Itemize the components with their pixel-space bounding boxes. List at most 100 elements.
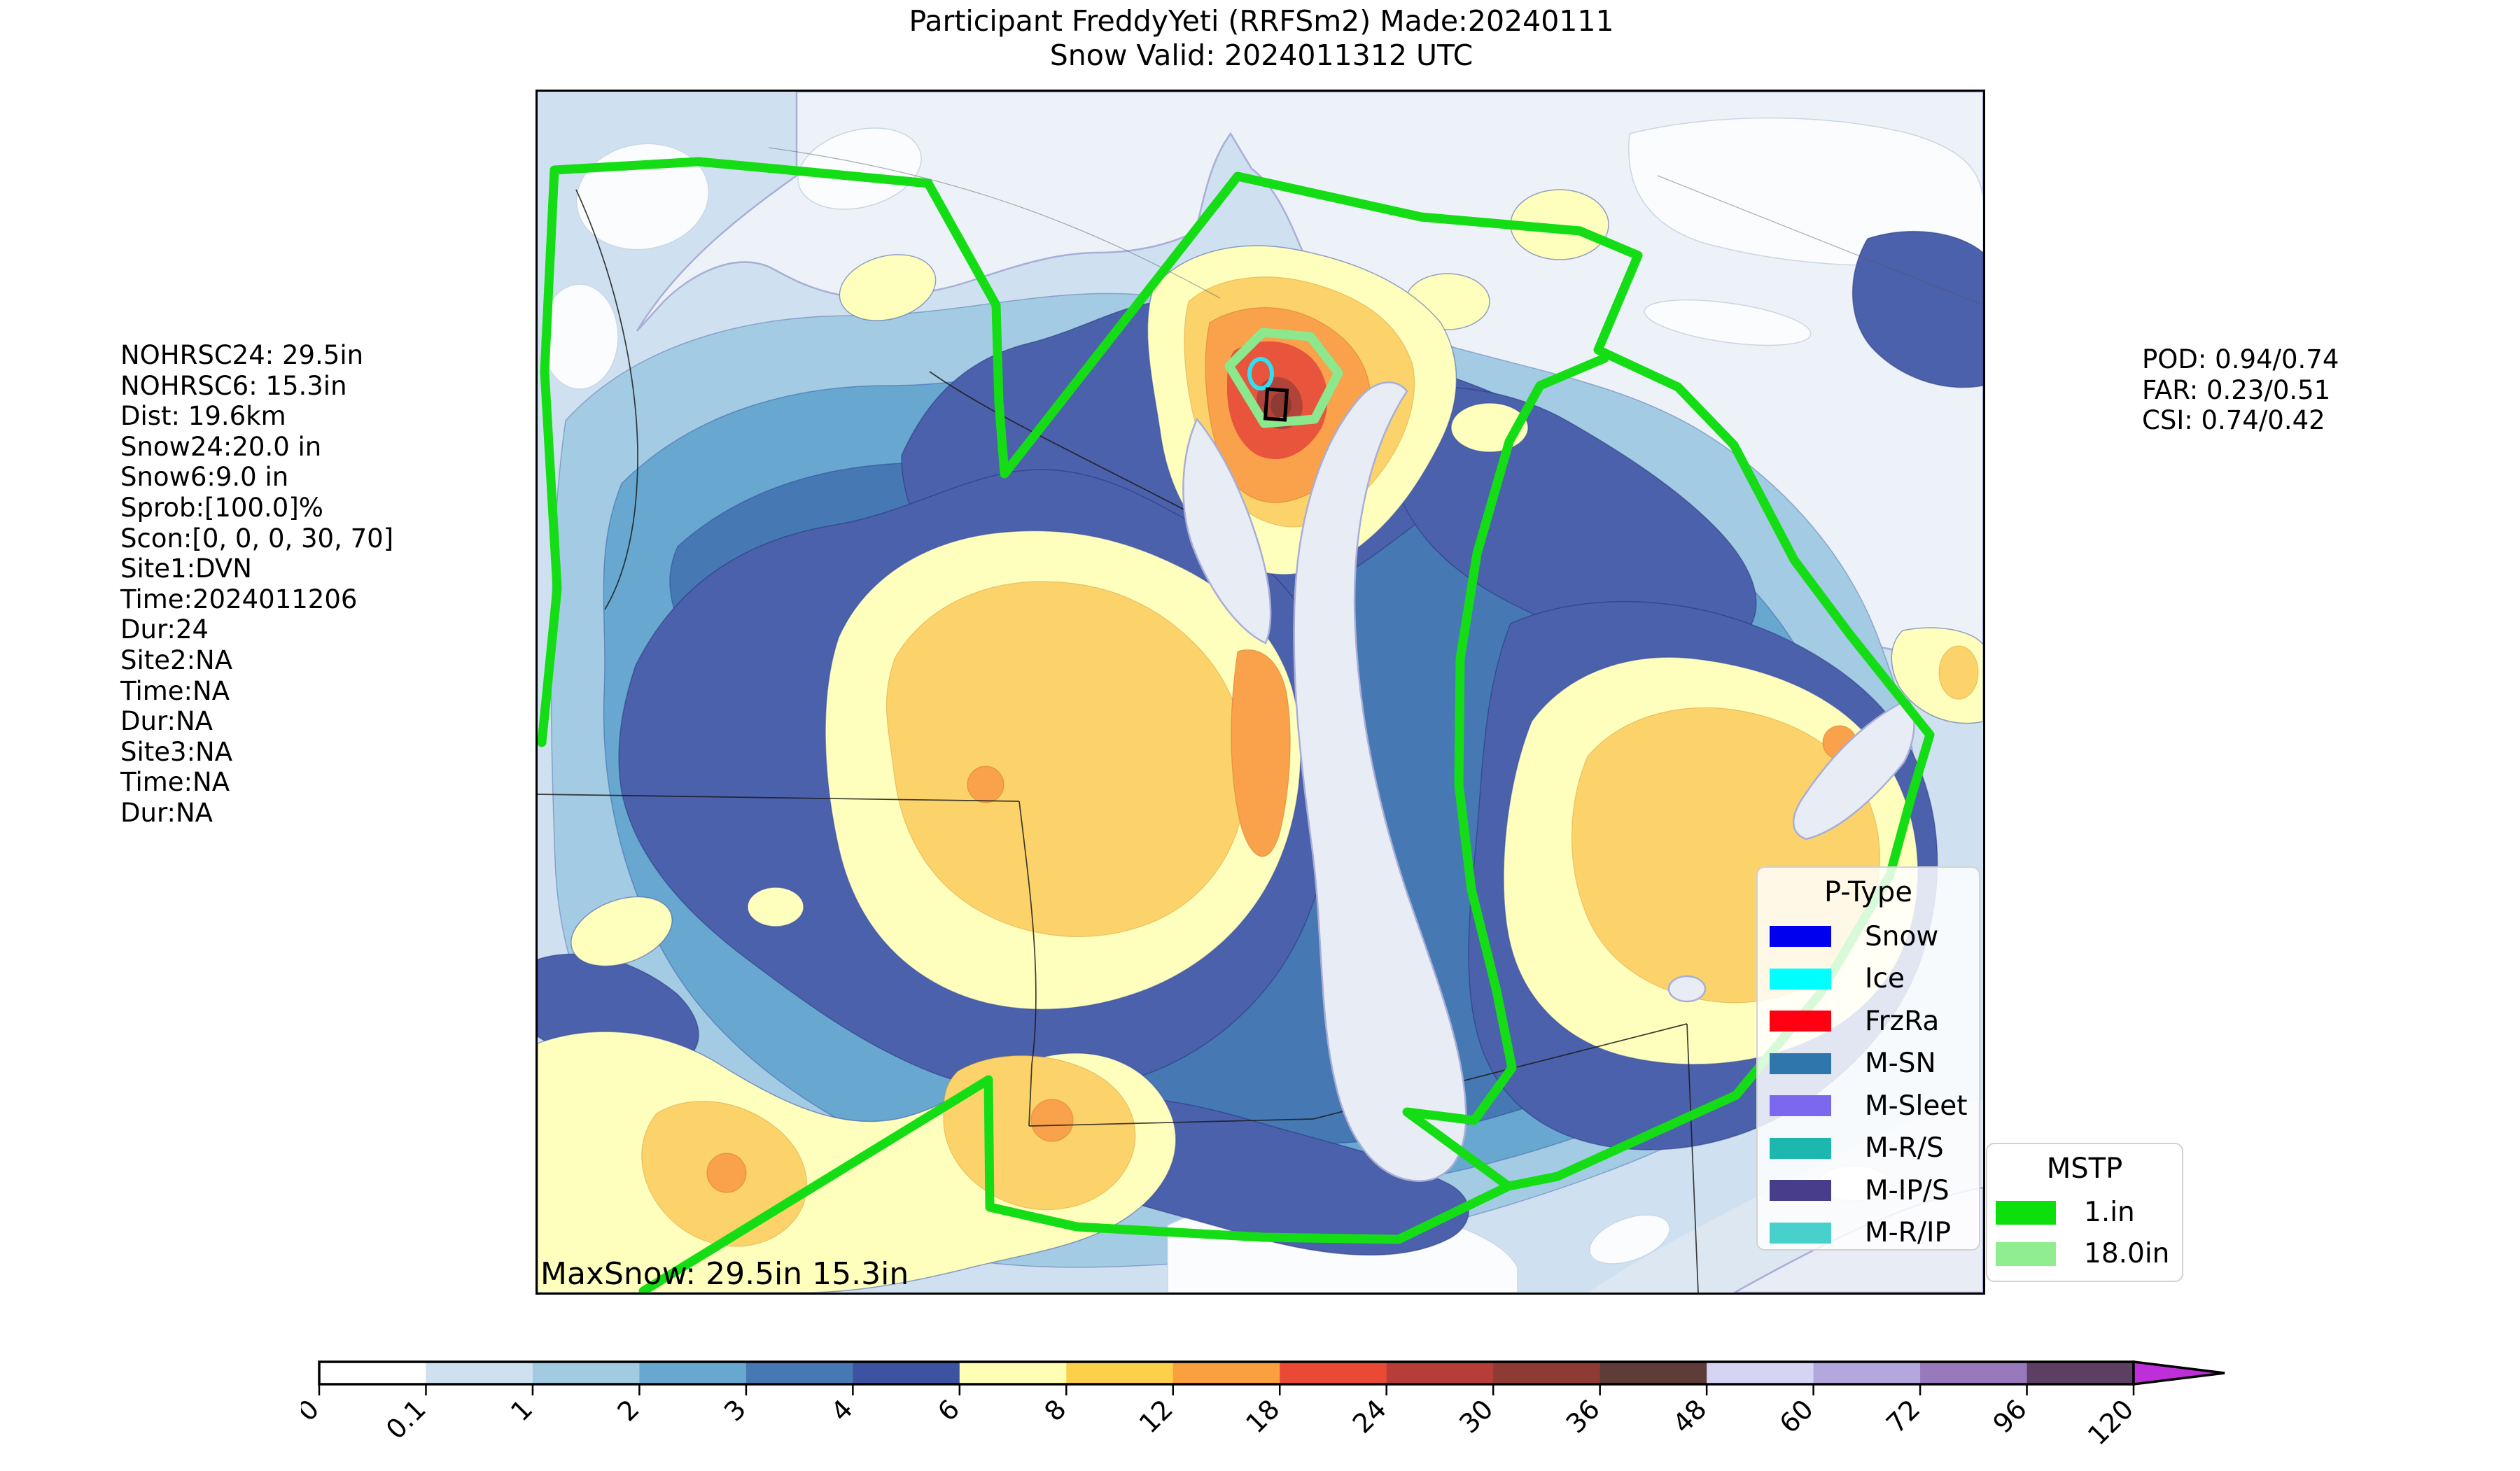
colorbar-tick-label-2: 1 bbox=[505, 1393, 538, 1427]
site-square-marker bbox=[1263, 387, 1289, 422]
ptype-swatch-0 bbox=[1770, 926, 1831, 948]
colorbar-segment-7 bbox=[1066, 1362, 1174, 1384]
colorbar-segment-0 bbox=[319, 1362, 427, 1384]
ptype-swatch-6 bbox=[1770, 1180, 1831, 1202]
colorbar-tick-label-16: 96 bbox=[1987, 1393, 2033, 1439]
ptype-label-1: Ice bbox=[1865, 963, 1905, 995]
stat-line-4: Snow6:9.0 in bbox=[120, 462, 289, 493]
ptype-row-4: M-Sleet bbox=[1758, 1085, 1979, 1127]
snow12in-wisconsin-sliver bbox=[1231, 649, 1291, 857]
snow6in-spot-up bbox=[839, 254, 937, 321]
stat-line-10: Site2:NA bbox=[120, 645, 233, 675]
colorbar-segment-4 bbox=[746, 1362, 854, 1384]
colorbar-segment-13 bbox=[1707, 1362, 1814, 1384]
ptype-row-0: Snow bbox=[1758, 915, 1979, 958]
colorbar-tick-label-4: 3 bbox=[718, 1393, 752, 1427]
snowfall-colorbar: 0 0.1 1 2 3 4 6 8 12 18 24 30 36 48 60 72 96 120 bbox=[291, 1356, 2261, 1468]
mstp-18in-contour bbox=[1224, 328, 1343, 428]
colorbar-segment-3 bbox=[639, 1362, 747, 1384]
colorbar-segment-1 bbox=[426, 1362, 533, 1384]
stat-line-8: Time:2024011206 bbox=[120, 584, 358, 614]
ptype-swatch-1 bbox=[1770, 968, 1831, 990]
colorbar-tick-label-8: 12 bbox=[1133, 1393, 1179, 1439]
ptype-label-2: FrzRa bbox=[1865, 1005, 1940, 1037]
ptype-label-5: M-R/S bbox=[1865, 1132, 1944, 1164]
mstp-legend: MSTP 1.in 18.0in bbox=[1986, 1143, 2183, 1282]
mstp-swatch-0 bbox=[1996, 1200, 2056, 1225]
colorbar-tick-label-7: 8 bbox=[1038, 1393, 1072, 1427]
border-canada-huron bbox=[1657, 175, 1983, 306]
ptype-swatch-7 bbox=[1770, 1222, 1831, 1244]
colorbar-tick-label-3: 2 bbox=[612, 1393, 645, 1427]
score-line-2: CSI: 0.74/0.42 bbox=[2142, 405, 2325, 435]
ptype-swatch-5 bbox=[1770, 1137, 1831, 1159]
stat-line-7: Site1:DVN bbox=[120, 554, 252, 584]
stat-line-3: Snow24:20.0 in bbox=[120, 431, 322, 462]
snow12in-spot bbox=[1030, 1099, 1074, 1142]
colorbar-tick-label-12: 36 bbox=[1560, 1393, 1606, 1439]
colorbar-tick-label-14: 60 bbox=[1774, 1393, 1819, 1439]
ptype-row-6: M-IP/S bbox=[1758, 1169, 1979, 1212]
state-line-mi-south bbox=[1028, 1023, 1688, 1127]
ptype-label-0: Snow bbox=[1865, 920, 1939, 952]
ptype-row-2: FrzRa bbox=[1758, 1000, 1979, 1043]
colorbar-segment-9 bbox=[1280, 1362, 1387, 1384]
colorbar-segment-15 bbox=[1920, 1362, 2028, 1384]
ptype-row-5: M-R/S bbox=[1758, 1127, 1979, 1170]
stat-line-9: Dur:24 bbox=[120, 614, 209, 645]
colorbar-tick-label-10: 24 bbox=[1347, 1393, 1392, 1439]
colorbar-segment-8 bbox=[1172, 1362, 1281, 1384]
colorbar-tick-label-6: 6 bbox=[932, 1393, 965, 1427]
colorbar-tick-label-13: 48 bbox=[1667, 1393, 1712, 1439]
bullseye-30in bbox=[1270, 393, 1292, 418]
ptype-label-4: M-Sleet bbox=[1865, 1090, 1968, 1122]
colorbar-tick-label-17: 120 bbox=[2082, 1393, 2139, 1451]
colorbar-segment-11 bbox=[1493, 1362, 1601, 1384]
snowfree-patch bbox=[540, 283, 619, 390]
mstp-label-1: 18.0in bbox=[2084, 1238, 2170, 1269]
colorbar-segment-5 bbox=[853, 1362, 960, 1384]
snow6in-spot-left bbox=[747, 887, 804, 927]
mstp-row-1: 18.0in bbox=[1987, 1233, 2182, 1274]
colorbar-tick-label-0: 0 bbox=[301, 1393, 325, 1427]
ptype-legend-title: P-Type bbox=[1824, 876, 1912, 908]
score-line-1: FAR: 0.23/0.51 bbox=[2142, 374, 2331, 405]
mstp-label-0: 1.in bbox=[2084, 1197, 2135, 1228]
ptype-row-1: Ice bbox=[1758, 958, 1979, 1001]
mstp-swatch-1 bbox=[1996, 1241, 2056, 1266]
ptype-label-7: M-R/IP bbox=[1865, 1217, 1951, 1249]
ptype-row-7: M-R/IP bbox=[1758, 1212, 1979, 1255]
stat-line-1: NOHRSC6: 15.3in bbox=[120, 370, 347, 401]
stat-line-2: Dist: 19.6km bbox=[120, 401, 286, 432]
stat-line-5: Sprob:[100.0]% bbox=[120, 492, 323, 523]
colorbar-tick-label-5: 4 bbox=[825, 1393, 859, 1427]
colorbar-tick-label-9: 18 bbox=[1240, 1393, 1285, 1439]
snow12in-spot bbox=[967, 766, 1004, 803]
colorbar-segment-14 bbox=[1813, 1362, 1921, 1384]
score-line-0: POD: 0.94/0.74 bbox=[2142, 344, 2339, 374]
title-line-2: Snow Valid: 2024011312 UTC bbox=[1049, 38, 1474, 72]
snow8in-wisconsin bbox=[886, 581, 1247, 938]
lake-st-clair bbox=[1667, 975, 1707, 1003]
state-line-wi-il bbox=[538, 794, 1020, 802]
stat-line-14: Time:NA bbox=[120, 767, 230, 798]
mstp-legend-title: MSTP bbox=[2046, 1153, 2123, 1185]
colorbar-tick-label-1: 0.1 bbox=[380, 1393, 432, 1445]
colorbar-svg: 0 0.1 1 2 3 4 6 8 12 18 24 30 36 48 60 72 96 120 bbox=[291, 1360, 2225, 1451]
stat-line-11: Time:NA bbox=[120, 675, 230, 706]
observation-stats-block: NOHRSC24: 29.5in NOHRSC6: 15.3in Dist: 19.… bbox=[120, 340, 393, 829]
max-snow-label: MaxSnow: 29.5in 15.3in bbox=[540, 1256, 909, 1292]
stat-line-12: Dur:NA bbox=[120, 706, 213, 737]
colorbar-segment-12 bbox=[1600, 1362, 1708, 1384]
stat-line-0: NOHRSC24: 29.5in bbox=[120, 340, 364, 370]
colorbar-segment-16 bbox=[2026, 1362, 2134, 1384]
colorbar-segment-2 bbox=[532, 1362, 640, 1384]
ptype-label-6: M-IP/S bbox=[1865, 1174, 1949, 1206]
snow8in-thumb bbox=[1938, 645, 1979, 700]
heavy-snow-band-huron-shore bbox=[1851, 230, 1983, 388]
ptype-label-3: M-SN bbox=[1865, 1048, 1936, 1080]
stat-line-13: Site3:NA bbox=[120, 736, 233, 767]
colorbar-tick-label-15: 72 bbox=[1880, 1393, 1926, 1439]
colorbar-tick-label-11: 30 bbox=[1453, 1393, 1499, 1439]
colorbar-segment-10 bbox=[1386, 1362, 1494, 1384]
